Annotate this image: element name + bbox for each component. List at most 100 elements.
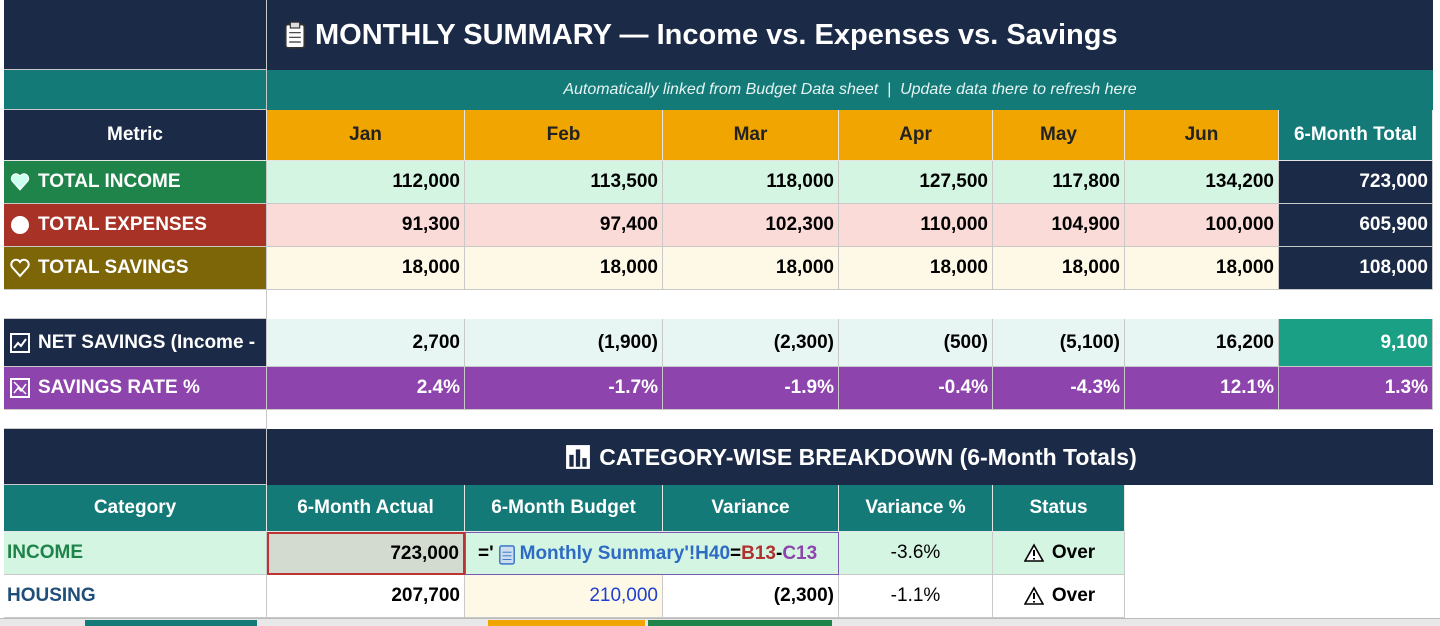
category-name: HOUSING (4, 575, 267, 618)
column-header: Feb (465, 110, 663, 161)
value-cell: 110,000 (839, 204, 993, 247)
cell-text: 18,000 (1215, 257, 1274, 278)
value-cell: 18,000 (1125, 247, 1279, 290)
cell-text: 723,000 (1359, 171, 1428, 192)
value-cell: 134,200 (1125, 161, 1279, 204)
total-cell: 1.3% (1279, 367, 1433, 410)
total-cell: 9,100 (1279, 319, 1433, 367)
chart-icon (10, 332, 30, 353)
value-cell: 102,300 (663, 204, 839, 247)
cell-text: 207,700 (391, 585, 460, 606)
variance-pct: -3.6% (839, 532, 993, 575)
cell-text: Feb (546, 124, 581, 145)
sheet-tab[interactable] (648, 620, 832, 626)
cell-text: 6-Month Actual (297, 497, 434, 518)
cell-text: 18,000 (1061, 257, 1120, 278)
cell-text: -4.3% (1070, 377, 1120, 398)
cell-text: 18,000 (401, 257, 460, 278)
cell-text: Metric (107, 124, 163, 145)
cell-text: -1.7% (608, 377, 658, 398)
cell-text: CATEGORY-WISE BREAKDOWN (6-Month Totals) (599, 443, 1137, 470)
value-cell: (5,100) (993, 319, 1125, 367)
value-cell: -1.9% (663, 367, 839, 410)
cell-text: -1.1% (890, 585, 941, 606)
corner (4, 429, 267, 485)
column-header: Status (993, 485, 1125, 532)
warning-icon (1023, 586, 1044, 605)
total-cell: 605,900 (1279, 204, 1433, 247)
cell-text: 9,100 (1380, 331, 1428, 353)
formula-part: - (776, 542, 783, 564)
cell-text: Status (1029, 497, 1088, 518)
column-header: Apr (839, 110, 993, 161)
bar-chart-icon (566, 445, 591, 469)
value-cell: 18,000 (663, 247, 839, 290)
cell-text: (2,300) (773, 331, 834, 353)
value-cell: 12.1% (1125, 367, 1279, 410)
cell-text: 117,800 (1052, 171, 1120, 192)
cell-text: Jun (1184, 124, 1219, 145)
value-cell: (500) (839, 319, 993, 367)
cell-text: 12.1% (1220, 377, 1274, 398)
cell-text: 6-Month Budget (491, 497, 636, 518)
cell-text: HOUSING (7, 585, 96, 606)
cell-text: 102,300 (765, 214, 834, 235)
value-cell: -0.4% (839, 367, 993, 410)
cell-text: SAVINGS RATE % (38, 377, 200, 398)
cell-text: 210,000 (589, 585, 658, 606)
warning-icon (1023, 543, 1044, 562)
cell-text: Category (93, 497, 177, 518)
column-header: Jun (1125, 110, 1279, 161)
row-label: TOTAL EXPENSES (4, 204, 267, 247)
column-header: 6-Month Actual (267, 485, 465, 532)
cell-text: 104,900 (1051, 214, 1120, 235)
cell-text: 134,200 (1205, 171, 1274, 192)
value-cell: 2.4% (267, 367, 465, 410)
cell-text: 118,000 (766, 171, 834, 192)
value-cell: 18,000 (267, 247, 465, 290)
value-cell: 210,000 (465, 575, 663, 618)
corner (4, 0, 267, 70)
blank (4, 290, 267, 319)
total-cell: 108,000 (1279, 247, 1433, 290)
cell-text: Mar (733, 124, 768, 145)
cell-text: 100,000 (1205, 214, 1274, 235)
subtitle-text: Automatically linked from Budget Data sh… (563, 81, 1137, 98)
status: Over (993, 575, 1125, 618)
cell-text: -1.9% (784, 377, 834, 398)
cell-text: 2.4% (416, 377, 460, 398)
blank (4, 410, 267, 429)
formula-part: B13 (741, 542, 776, 564)
cell-text: INCOME (7, 542, 83, 563)
clipboard-icon (498, 544, 515, 565)
sheet-tab[interactable] (85, 620, 257, 626)
clipboard-icon (284, 21, 306, 49)
value-cell: 97,400 (465, 204, 663, 247)
section-title: CATEGORY-WISE BREAKDOWN (6-Month Totals) (267, 429, 1433, 485)
cell-text: (2,300) (773, 585, 834, 606)
category-name: INCOME (4, 532, 267, 575)
cell-text: Variance % (865, 497, 966, 518)
cell-text: Variance (711, 497, 790, 518)
value-cell: (2,300) (663, 575, 839, 618)
formula-part: =' (478, 542, 494, 564)
sheet-tab[interactable] (488, 620, 645, 626)
column-header: 6-Month Budget (465, 485, 663, 532)
cell-text: 1.3% (1384, 377, 1428, 398)
status: Over (993, 532, 1125, 575)
column-header: Metric (4, 110, 267, 161)
value-cell: 127,500 (839, 161, 993, 204)
cell-text: 605,900 (1359, 214, 1428, 235)
variance-pct: -1.1% (839, 575, 993, 618)
row-label: TOTAL INCOME (4, 161, 267, 204)
column-header: May (993, 110, 1125, 161)
formula-part: C13 (782, 542, 818, 564)
value-cell: 100,000 (1125, 204, 1279, 247)
formula-part: = (730, 542, 742, 564)
value-cell: 118,000 (663, 161, 839, 204)
value-cell: 18,000 (839, 247, 993, 290)
cell-text: Apr (899, 124, 932, 145)
value-cell: 117,800 (993, 161, 1125, 204)
cell-text: 97,400 (599, 214, 658, 235)
